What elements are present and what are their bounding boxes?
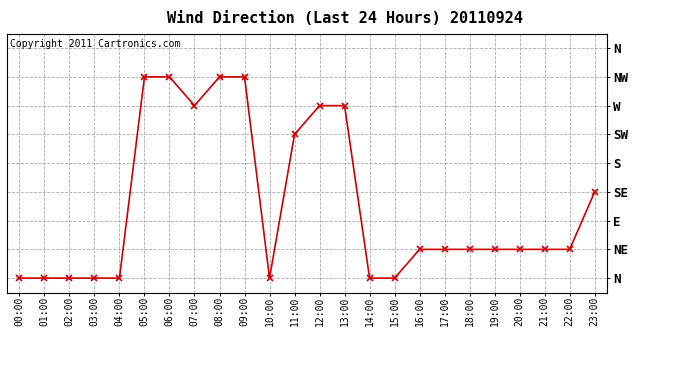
Text: Copyright 2011 Cartronics.com: Copyright 2011 Cartronics.com <box>10 39 180 49</box>
Text: Wind Direction (Last 24 Hours) 20110924: Wind Direction (Last 24 Hours) 20110924 <box>167 11 523 26</box>
